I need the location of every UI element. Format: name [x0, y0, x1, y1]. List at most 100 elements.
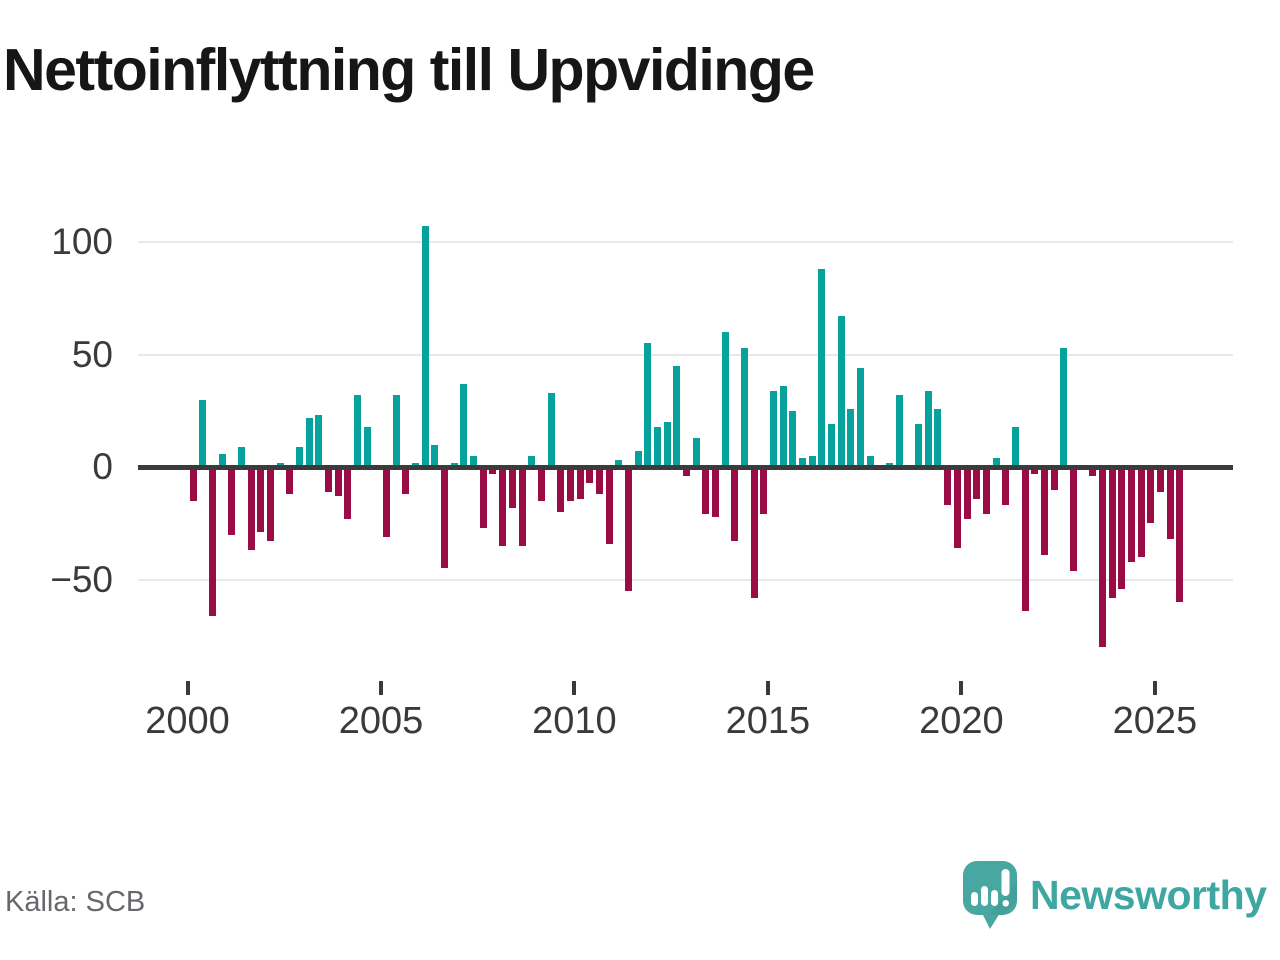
bar-12 — [305, 417, 313, 467]
bar-10 — [286, 467, 294, 494]
bar-13 — [315, 415, 323, 467]
bar-97 — [1127, 467, 1135, 562]
bar-91 — [1069, 467, 1077, 571]
bar-45 — [624, 467, 632, 591]
bar-84 — [1002, 467, 1010, 506]
bar-87 — [1031, 467, 1039, 474]
bar-40 — [576, 467, 584, 499]
bar-85 — [1011, 426, 1019, 467]
bar-75 — [915, 424, 923, 467]
source-label: Källa: SCB — [5, 886, 146, 918]
bar-26 — [441, 467, 449, 569]
bar-8 — [266, 467, 274, 542]
bar-77 — [934, 408, 942, 467]
bar-33 — [508, 467, 516, 508]
bar-44 — [615, 460, 623, 467]
bar-99 — [1147, 467, 1155, 524]
chart-title: Nettoinflyttning till Uppvidinge — [3, 37, 815, 103]
y-axis-label-3: −50 — [50, 558, 113, 600]
bar-63 — [799, 458, 807, 467]
bar-67 — [837, 316, 845, 467]
bar-53 — [702, 467, 710, 515]
bar-24 — [421, 226, 429, 467]
newsworthy-logo-icon — [963, 861, 1017, 929]
bar-73 — [895, 395, 903, 467]
bar-25 — [431, 444, 439, 467]
x-axis-tick-2025 — [1152, 681, 1157, 695]
bar-18 — [363, 426, 371, 467]
bar-17 — [354, 395, 362, 467]
bar-86 — [1021, 467, 1029, 611]
bar-46 — [634, 451, 642, 467]
bar-54 — [711, 467, 719, 517]
y-axis-label-0: 100 — [51, 221, 113, 262]
bar-64 — [808, 455, 816, 467]
bar-28 — [460, 383, 468, 467]
bar-96 — [1118, 467, 1126, 589]
bar-58 — [750, 467, 758, 598]
bar-94 — [1098, 467, 1106, 647]
newsworthy-logo — [963, 861, 1017, 931]
bar-47 — [644, 343, 652, 467]
bar-48 — [653, 426, 661, 467]
bar-14 — [325, 467, 333, 492]
x-axis-label-2000: 2000 — [145, 700, 230, 742]
bar-39 — [566, 467, 574, 501]
zero-axis-line — [138, 464, 1233, 470]
x-axis-tick-2005 — [378, 681, 383, 695]
bar-59 — [760, 467, 768, 515]
bar-56 — [731, 467, 739, 542]
bar-62 — [789, 410, 797, 467]
bar-32 — [499, 467, 507, 546]
bar-37 — [547, 392, 555, 467]
bar-101 — [1166, 467, 1174, 539]
bar-34 — [518, 467, 526, 546]
bar-82 — [982, 467, 990, 515]
bar-50 — [673, 365, 681, 467]
bar-43 — [605, 467, 613, 544]
bar-79 — [953, 467, 961, 548]
bar-11 — [296, 446, 303, 467]
bar-83 — [992, 458, 1000, 467]
x-axis-tick-2020 — [959, 681, 964, 695]
bar-98 — [1137, 467, 1145, 557]
bar-65 — [818, 269, 826, 467]
bar-30 — [479, 467, 487, 528]
bar-95 — [1108, 467, 1116, 598]
y-axis-label-2: 0 — [92, 446, 113, 487]
bar-57 — [741, 347, 749, 467]
bar-3 — [218, 453, 226, 467]
bar-4 — [228, 467, 236, 535]
bar-89 — [1050, 467, 1058, 490]
x-axis-label-2025: 2025 — [1112, 700, 1198, 742]
bar-52 — [692, 437, 700, 467]
y-axis-label-1: 50 — [71, 333, 113, 375]
bar-42 — [595, 467, 603, 494]
bar-41 — [586, 467, 594, 483]
bar-93 — [1089, 467, 1097, 476]
gridline-50 — [138, 353, 1233, 356]
bar-68 — [847, 408, 855, 467]
gridline-100 — [138, 241, 1233, 243]
bar-66 — [828, 424, 836, 467]
bar-55 — [721, 332, 729, 467]
x-axis-label-2015: 2015 — [725, 700, 811, 742]
bar-78 — [944, 467, 952, 506]
bar-16 — [344, 467, 352, 519]
newsworthy-wordmark: Newsworthy — [1030, 872, 1267, 918]
bar-81 — [973, 467, 981, 499]
bar-76 — [924, 390, 932, 467]
bar-31 — [489, 467, 497, 474]
x-axis-label-2020: 2020 — [919, 700, 1004, 742]
x-axis-label-2005: 2005 — [338, 700, 424, 742]
bar-20 — [383, 467, 391, 537]
gridline--50 — [138, 578, 1233, 581]
bar-49 — [663, 422, 671, 467]
bar-100 — [1157, 467, 1164, 492]
bar-60 — [770, 390, 778, 467]
bar-70 — [866, 455, 874, 467]
bar-88 — [1040, 467, 1048, 555]
bar-1 — [199, 399, 207, 467]
bar-21 — [392, 395, 400, 467]
